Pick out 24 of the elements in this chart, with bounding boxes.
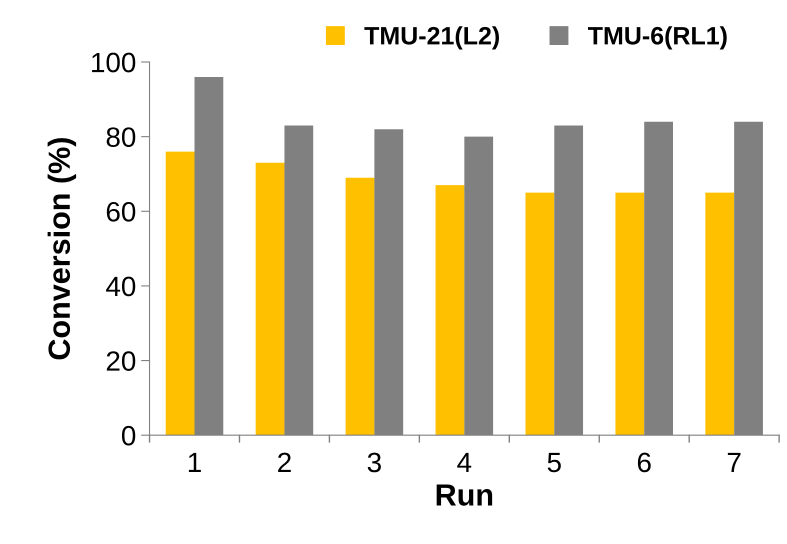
y-axis-title: Conversion (%) [48, 138, 76, 360]
bar [436, 185, 464, 436]
y-tick-label: 60 [106, 202, 136, 222]
bar [166, 152, 194, 436]
x-tick-label: 4 [457, 452, 472, 472]
y-tick-label: 20 [106, 351, 136, 371]
bar [346, 178, 374, 436]
y-tick-label: 100 [92, 52, 136, 72]
y-tick-label: 80 [106, 127, 136, 147]
y-tick-label: 0 [122, 426, 136, 446]
y-tick-label: 40 [106, 276, 136, 296]
x-tick-label: 5 [548, 452, 561, 472]
x-axis-title: Run [436, 484, 492, 506]
x-tick-label: 6 [638, 452, 651, 472]
bar [256, 162, 284, 436]
x-tick-label: 7 [728, 452, 740, 472]
x-tick-label: 1 [188, 452, 201, 472]
bar [525, 192, 554, 436]
bar [705, 192, 734, 436]
x-tick-label: 2 [278, 452, 291, 472]
bar [615, 192, 644, 436]
x-tick-label: 3 [368, 452, 381, 472]
legend-label: TMU-6(RL1) [588, 26, 727, 50]
legend-label: TMU-21(L2) [364, 26, 499, 50]
